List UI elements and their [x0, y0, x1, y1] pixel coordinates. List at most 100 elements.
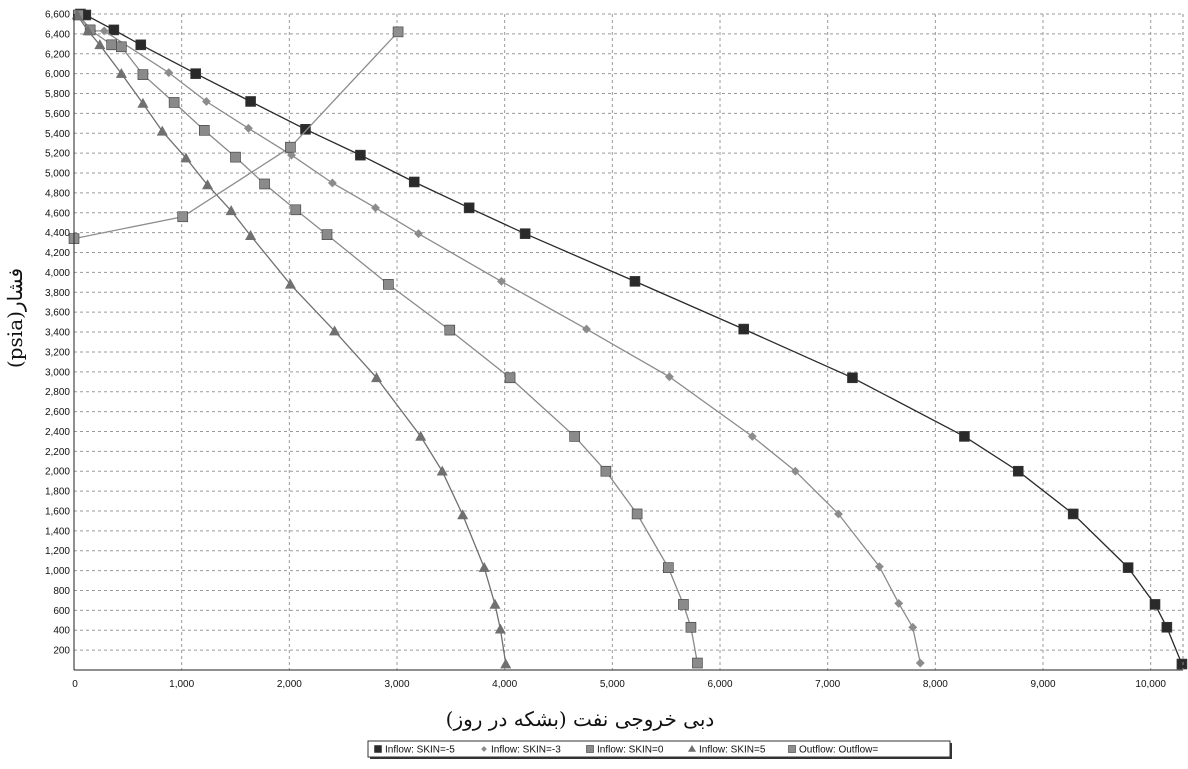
data-point [908, 622, 918, 632]
legend-marker [374, 745, 382, 753]
legend-label: Outflow: Outflow= [799, 745, 878, 756]
data-point [504, 372, 516, 384]
data-point [408, 176, 420, 188]
data-point [663, 562, 674, 573]
data-point [284, 278, 296, 289]
data-point [500, 658, 512, 669]
legend-label: Inflow: SKIN=-5 [385, 745, 455, 756]
data-point [202, 179, 214, 190]
x-tick-label: 1,000 [169, 679, 194, 690]
data-point [959, 431, 970, 442]
data-point [1012, 465, 1024, 477]
data-point [692, 657, 703, 669]
data-point [444, 324, 456, 336]
x-tick-label: 2,000 [277, 679, 302, 690]
y-tick-label: 5,400 [45, 129, 70, 140]
data-point [135, 39, 147, 51]
axes [73, 14, 1184, 671]
series-2 [73, 10, 925, 668]
data-point [629, 276, 641, 287]
y-tick-label: 5,200 [45, 149, 70, 160]
data-point [915, 658, 925, 668]
data-point [894, 598, 904, 608]
series-1 [75, 8, 1188, 670]
tick-labels: 0 1,000 2,000 3,000 4,000 5,000 6,000 7,000 8,00… [45, 10, 1166, 691]
data-point [738, 323, 750, 335]
data-point [463, 202, 475, 214]
data-point [245, 96, 256, 107]
grid [74, 13, 1183, 670]
data-point [190, 68, 201, 79]
x-axis-title: دبی خروجی نفت (بشکه در روز) [446, 707, 715, 731]
x-tick-label: 6,000 [708, 679, 733, 690]
y-tick-label: 200 [53, 646, 70, 657]
data-point [685, 621, 697, 633]
data-point [790, 466, 800, 476]
data-point [245, 230, 257, 240]
data-point [300, 123, 311, 135]
x-tick-label: 5,000 [600, 679, 625, 690]
series-4 [71, 9, 512, 669]
data-point [1067, 508, 1079, 520]
data-point [202, 97, 211, 106]
data-point [631, 508, 643, 520]
y-tick-label: 3,800 [45, 288, 70, 299]
data-point [198, 124, 210, 136]
data-point [664, 372, 674, 382]
y-tick-label: 5,000 [45, 169, 70, 180]
data-point [392, 26, 404, 38]
legend-marker [586, 745, 594, 753]
data-point [108, 24, 120, 36]
legend-marker [687, 744, 697, 752]
data-point [244, 123, 253, 133]
legend-box [367, 740, 951, 758]
data-point [115, 68, 127, 78]
data-point [137, 69, 149, 80]
x-tick-label: 9,000 [1031, 679, 1056, 690]
x-tick-label: 0 [72, 679, 78, 690]
data-point [582, 324, 591, 334]
legend-marker [481, 746, 487, 752]
data-point [164, 68, 174, 78]
plot-area [74, 14, 1183, 670]
data-point [168, 97, 180, 108]
series-line [77, 14, 921, 664]
y-tick-label: 3,200 [45, 347, 70, 358]
data-point [290, 204, 302, 216]
data-point [847, 372, 858, 384]
y-tick-label: 1,800 [45, 487, 70, 498]
y-tick-label: 400 [53, 626, 70, 637]
legend-marker [788, 745, 796, 753]
data-point [569, 431, 580, 442]
y-tick-label: 6,000 [45, 69, 70, 80]
x-tick-label: 4,000 [492, 679, 517, 690]
data-point [414, 229, 423, 239]
series-line [73, 31, 399, 240]
legend-label: Inflow: SKIN=-3 [491, 745, 561, 756]
y-tick-label: 3,600 [45, 308, 70, 319]
x-tick-label: 8,000 [923, 679, 948, 690]
data-point [180, 152, 192, 163]
data-point [156, 125, 168, 136]
data-point [874, 562, 884, 572]
data-point [82, 25, 94, 36]
y-tick-label: 1,400 [45, 526, 70, 537]
y-tick-label: 6,200 [45, 49, 70, 60]
y-tick-label: 4,400 [45, 228, 70, 239]
y-tick-label: 1,200 [45, 546, 70, 557]
data-point [478, 562, 490, 572]
data-point [137, 97, 149, 108]
x-tick-label: 10,000 [1135, 679, 1166, 690]
data-point [259, 178, 270, 190]
data-point [106, 39, 117, 51]
data-point [177, 211, 189, 223]
y-tick-label: 6,600 [45, 10, 70, 21]
y-tick-label: 5,800 [45, 89, 70, 100]
data-point [321, 229, 333, 240]
data-point [371, 203, 380, 213]
data-point [71, 9, 83, 20]
data-point [383, 279, 394, 290]
data-point [1122, 562, 1134, 573]
data-point [225, 205, 237, 216]
